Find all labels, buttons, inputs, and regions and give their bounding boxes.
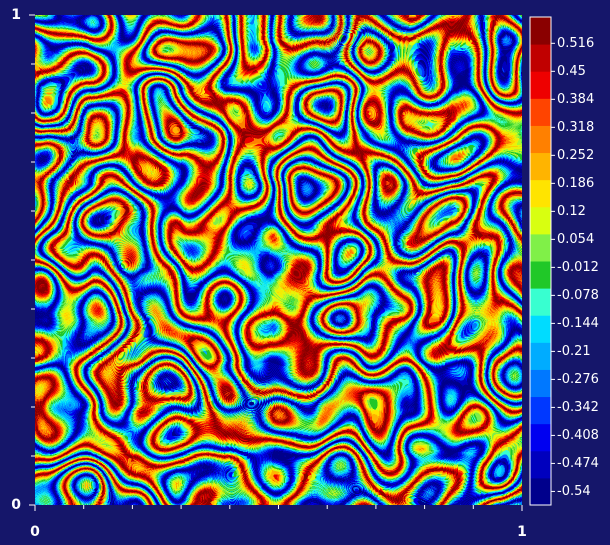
colorbar-swatch	[530, 17, 551, 45]
x-tick-label: 0	[30, 524, 40, 540]
colorbar-tick-label: 0.12	[557, 204, 586, 219]
colorbar-swatch	[530, 234, 551, 262]
colorbar-tick-label: -0.342	[557, 400, 599, 415]
colorbar-tick-label: 0.318	[557, 120, 594, 135]
colorbar-tick-label: -0.474	[557, 456, 599, 471]
colorbar-swatch	[530, 478, 551, 506]
colorbar-swatch	[530, 288, 551, 316]
colorbar-tick-label: 0.516	[557, 36, 594, 51]
colorbar-swatch	[530, 424, 551, 452]
colorbar-tick-label: 0.384	[557, 92, 594, 107]
colorbar-swatch	[530, 98, 551, 126]
heatmap-field	[35, 15, 522, 505]
colorbar-tick-label: -0.408	[557, 428, 599, 443]
colorbar-swatch	[530, 44, 551, 72]
colorbar-swatch	[530, 71, 551, 99]
colorbar-swatch	[530, 315, 551, 343]
x-tick-label: 1	[517, 524, 527, 540]
colorbar-swatch	[530, 261, 551, 289]
colorbar-swatch	[530, 180, 551, 208]
colorbar-swatch	[530, 125, 551, 153]
colorbar-swatch	[530, 207, 551, 235]
chart: 0 1 0 1 -0.54 -0.474 -0.408 -0.342 -0.276 -0.21 -0…	[0, 0, 610, 545]
colorbar-tick-label: -0.012	[557, 260, 599, 275]
y-tick-label: 0	[11, 497, 21, 513]
colorbar-tick-label: -0.54	[557, 484, 591, 499]
colorbar-tick-label: 0.186	[557, 176, 594, 191]
colorbar-swatch	[530, 369, 551, 397]
colorbar-tick-label: -0.276	[557, 372, 599, 387]
colorbar-swatch	[530, 451, 551, 479]
colorbar-tick-label: -0.21	[557, 344, 591, 359]
colorbar-tick-label: -0.144	[557, 316, 599, 331]
colorbar-swatch	[530, 342, 551, 370]
colorbar-tick-label: -0.078	[557, 288, 599, 303]
colorbar-tick-label: 0.054	[557, 232, 594, 247]
colorbar-swatch	[530, 153, 551, 181]
y-tick-label: 1	[11, 7, 21, 23]
colorbar-swatch	[530, 397, 551, 425]
colorbar-tick-label: 0.252	[557, 148, 594, 163]
colorbar-tick-label: 0.45	[557, 64, 586, 79]
